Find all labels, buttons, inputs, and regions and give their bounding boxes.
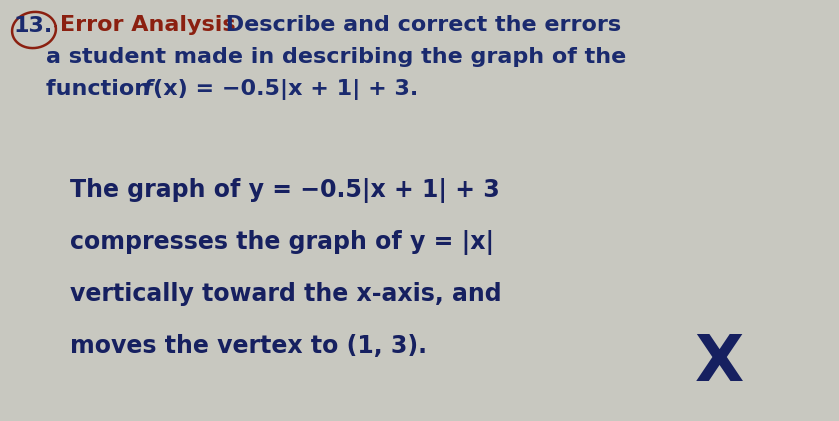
Text: moves the vertex to (1, 3).: moves the vertex to (1, 3). [70,334,427,358]
Text: (x) = −0.5|x + 1| + 3.: (x) = −0.5|x + 1| + 3. [153,79,419,100]
Text: The graph of y = −0.5|x + 1| + 3: The graph of y = −0.5|x + 1| + 3 [70,178,500,203]
Text: Error Analysis: Error Analysis [60,15,236,35]
Text: X: X [695,332,744,394]
Text: f: f [143,79,153,99]
Text: 13.: 13. [14,16,53,36]
Text: a student made in describing the graph of the: a student made in describing the graph o… [46,47,626,67]
Text: compresses the graph of y = |x|: compresses the graph of y = |x| [70,230,494,255]
Text: Describe and correct the errors: Describe and correct the errors [218,15,621,35]
Text: function: function [46,79,158,99]
Text: vertically toward the x-axis, and: vertically toward the x-axis, and [70,282,502,306]
